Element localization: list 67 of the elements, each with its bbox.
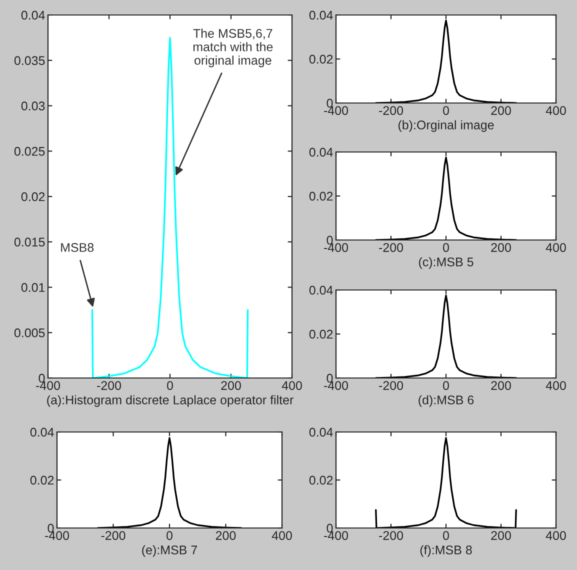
x-tick-label: -400 [324, 381, 348, 390]
y-tick-label: 0 [326, 524, 333, 533]
x-axis-title: (c):MSB 5 [418, 257, 474, 269]
x-tick-label: 200 [491, 531, 511, 540]
y-tick-label: 0.04 [309, 148, 333, 157]
x-tick-label: -200 [379, 243, 404, 252]
y-tick-label: 0.02 [309, 476, 333, 485]
x-tick-label: -200 [379, 381, 404, 390]
x-tick-label: 400 [546, 531, 566, 540]
y-tick-label: 0.005 [14, 328, 45, 338]
x-tick-label: -400 [45, 531, 70, 540]
x-axis-title: (f):MSB 8 [420, 545, 472, 557]
x-axis-title: (e):MSB 7 [142, 545, 198, 557]
y-tick-label: 0.01 [21, 283, 45, 292]
x-tick-label: 400 [272, 531, 292, 540]
y-tick-label: 0 [326, 98, 333, 108]
x-tick-label: 200 [221, 381, 241, 390]
x-tick-label: 200 [491, 243, 511, 252]
x-tick-label: -400 [324, 531, 348, 540]
line-series [375, 294, 517, 378]
y-tick-label: 0 [326, 236, 333, 245]
y-tick-label: 0.04 [309, 428, 333, 437]
annotation: MSB8 [61, 243, 94, 252]
x-axis-title: (b):Orginal image [398, 120, 494, 132]
x-tick-label: 200 [491, 381, 511, 390]
y-tick-label: 0.04 [309, 286, 333, 295]
y-tick-label: 0.02 [309, 330, 333, 339]
x-tick-label: -200 [379, 106, 404, 115]
x-tick-label: -400 [324, 243, 348, 252]
x-tick-label: 200 [491, 106, 511, 115]
x-tick-label: 400 [546, 381, 566, 390]
y-tick-label: 0.04 [309, 10, 333, 20]
x-tick-label: -400 [36, 381, 60, 390]
y-tick-label: 0.015 [14, 238, 45, 247]
x-axis-title: (a):Histogram discrete Laplace operator filter [47, 395, 294, 407]
y-tick-label: 0.025 [14, 146, 45, 156]
x-tick-label: 400 [546, 106, 566, 115]
y-tick-label: 0.035 [14, 56, 45, 66]
x-tick-label: 0 [166, 531, 172, 540]
line-series [96, 437, 242, 528]
y-tick-label: 0.02 [21, 192, 45, 202]
y-tick-label: 0.02 [30, 476, 54, 485]
y-tick-label: 0 [326, 374, 333, 383]
x-tick-label: 0 [443, 381, 449, 390]
line-series [375, 20, 517, 103]
line-series [375, 156, 517, 240]
y-tick-label: 0.03 [21, 102, 45, 110]
y-tick-label: 0.02 [309, 192, 333, 201]
x-tick-label: -400 [324, 106, 348, 115]
annotation: The MSB5,6,7 match with the original image [193, 28, 273, 68]
y-tick-label: 0.02 [309, 54, 333, 64]
y-tick-label: 0 [38, 374, 45, 383]
x-tick-label: 0 [167, 381, 173, 390]
x-tick-label: -200 [101, 531, 126, 540]
x-tick-label: 400 [282, 381, 302, 390]
line-series [375, 437, 517, 528]
x-tick-label: 400 [546, 243, 566, 252]
x-tick-label: -200 [97, 381, 122, 390]
x-tick-label: 0 [443, 106, 449, 115]
x-tick-label: 200 [216, 531, 236, 540]
y-tick-label: 0.04 [30, 428, 54, 437]
x-tick-label: 0 [443, 243, 449, 252]
x-tick-label: -200 [379, 531, 404, 540]
y-tick-label: 0 [48, 524, 54, 533]
x-axis-title: (d):MSB 6 [418, 395, 474, 407]
y-tick-label: 0.04 [21, 10, 45, 20]
x-tick-label: 0 [443, 531, 449, 540]
